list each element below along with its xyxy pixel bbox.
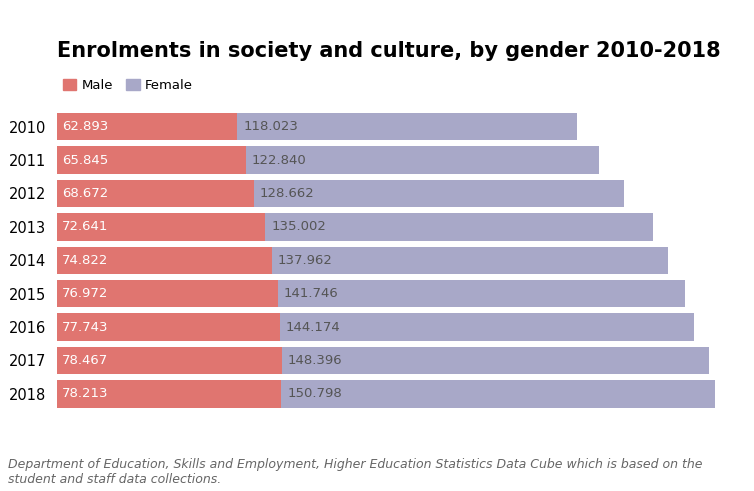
Text: 76.972: 76.972 bbox=[63, 287, 109, 300]
Text: 68.672: 68.672 bbox=[63, 187, 109, 200]
Text: 72.641: 72.641 bbox=[63, 220, 109, 233]
Text: 74.822: 74.822 bbox=[63, 254, 109, 267]
Bar bbox=[254, 180, 624, 207]
Bar bbox=[271, 246, 668, 274]
Text: 122.840: 122.840 bbox=[252, 154, 306, 166]
Bar bbox=[57, 380, 281, 408]
Text: 150.798: 150.798 bbox=[287, 387, 342, 400]
Text: 65.845: 65.845 bbox=[63, 154, 109, 166]
Bar bbox=[57, 180, 254, 207]
Bar bbox=[246, 146, 599, 174]
Bar bbox=[57, 280, 277, 307]
Text: 118.023: 118.023 bbox=[243, 120, 298, 133]
Text: 135.002: 135.002 bbox=[271, 220, 326, 233]
Text: Enrolments in society and culture, by gender 2010-2018: Enrolments in society and culture, by ge… bbox=[57, 41, 720, 60]
Text: 141.746: 141.746 bbox=[284, 287, 339, 300]
Text: Department of Education, Skills and Employment, Higher Education Statistics Data: Department of Education, Skills and Empl… bbox=[8, 458, 702, 486]
Bar bbox=[57, 146, 246, 174]
Text: 137.962: 137.962 bbox=[277, 254, 333, 267]
Bar bbox=[265, 213, 654, 241]
Bar bbox=[238, 113, 577, 140]
Bar bbox=[280, 313, 694, 341]
Bar bbox=[57, 213, 265, 241]
Bar bbox=[282, 347, 709, 374]
Text: 62.893: 62.893 bbox=[63, 120, 109, 133]
Text: 78.467: 78.467 bbox=[63, 354, 109, 367]
Bar bbox=[57, 313, 280, 341]
Text: 148.396: 148.396 bbox=[288, 354, 342, 367]
Legend: Male, Female: Male, Female bbox=[63, 79, 193, 92]
Text: 128.662: 128.662 bbox=[259, 187, 314, 200]
Text: 78.213: 78.213 bbox=[63, 387, 109, 400]
Bar bbox=[57, 246, 271, 274]
Bar bbox=[277, 280, 685, 307]
Text: 144.174: 144.174 bbox=[286, 321, 341, 333]
Text: 77.743: 77.743 bbox=[63, 321, 109, 333]
Bar bbox=[57, 347, 282, 374]
Bar bbox=[57, 113, 238, 140]
Bar bbox=[281, 380, 715, 408]
